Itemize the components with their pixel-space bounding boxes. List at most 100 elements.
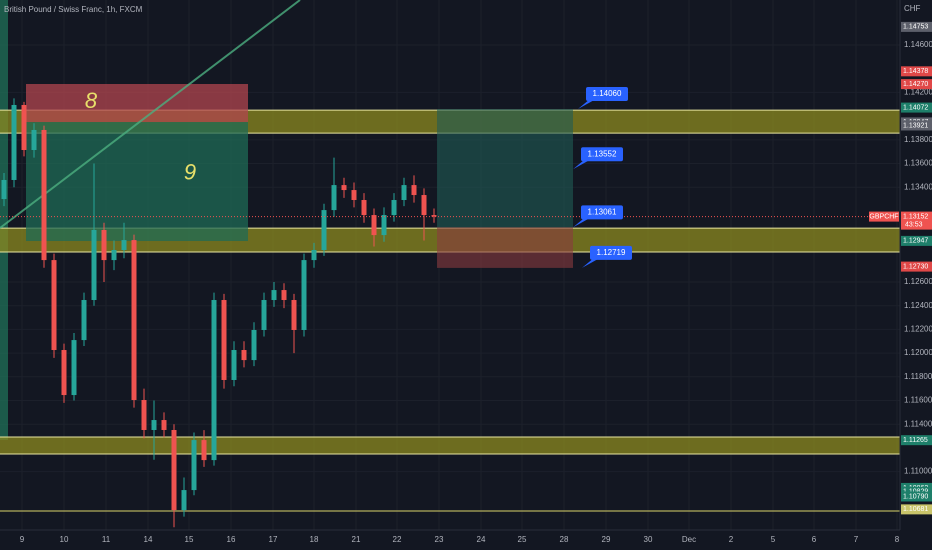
candle-body <box>301 260 307 330</box>
candle-body <box>181 490 187 511</box>
y-tick-label: 1.12600 <box>904 277 932 286</box>
price-badge <box>901 21 932 32</box>
candle-body <box>371 215 377 236</box>
candle-body <box>351 190 357 201</box>
candle-body <box>391 200 397 216</box>
y-tick-label: 1.12400 <box>904 301 932 310</box>
price-badge-label: 1.10681 <box>903 506 928 513</box>
x-tick-label: 6 <box>812 535 817 544</box>
callout-pointer <box>573 159 591 170</box>
candle-body <box>11 104 17 180</box>
x-tick-label: 22 <box>393 535 402 544</box>
candle-body <box>421 195 427 216</box>
x-tick-label: 30 <box>644 535 653 544</box>
candle-body <box>91 229 97 301</box>
candle-body <box>101 229 107 261</box>
price-badge <box>901 79 932 90</box>
x-tick-label: 9 <box>20 535 25 544</box>
candle-body <box>311 250 317 261</box>
y-tick-label: 1.13400 <box>904 182 932 191</box>
callout-pointer <box>573 217 591 228</box>
candle-body <box>61 350 67 396</box>
candle-body <box>161 420 167 430</box>
y-tick-label: 1.14600 <box>904 40 932 49</box>
candle-body <box>411 185 417 196</box>
x-tick-label: 7 <box>854 535 859 544</box>
candle-body <box>271 290 277 301</box>
y-tick-label: 1.13800 <box>904 135 932 144</box>
box <box>26 122 248 242</box>
callout-pointer <box>582 257 600 268</box>
x-tick-label: 29 <box>602 535 611 544</box>
candle-body <box>221 300 227 380</box>
candle-body <box>31 129 37 151</box>
price-badge <box>901 491 932 502</box>
candle-body <box>381 215 387 236</box>
candle-body <box>361 200 367 216</box>
zone <box>0 436 900 455</box>
x-tick-label: 14 <box>144 535 153 544</box>
callout <box>590 245 632 260</box>
candle-body <box>81 300 87 341</box>
y-tick-label: 1.11400 <box>904 419 932 428</box>
price-badge <box>901 235 932 246</box>
candle-body <box>191 440 197 491</box>
x-tick-label: Dec <box>682 535 696 544</box>
price-badge-label: 1.14072 <box>903 104 928 111</box>
price-badge-label: 1.14378 <box>903 68 928 75</box>
candle-body <box>131 240 137 401</box>
price-badge <box>901 66 932 77</box>
callout-label: 1.13552 <box>588 149 617 158</box>
y-tick-label: 1.14200 <box>904 88 932 97</box>
symbol-badge <box>869 211 899 222</box>
x-tick-label: 21 <box>352 535 361 544</box>
current-badge <box>901 211 932 230</box>
x-tick-label: 24 <box>477 535 486 544</box>
price-badge-label: 1.12947 <box>903 238 928 245</box>
candle-body <box>291 300 297 330</box>
x-tick-label: 2 <box>729 535 734 544</box>
x-tick-label: 8 <box>895 535 900 544</box>
candle-body <box>121 240 127 251</box>
x-tick-label: 25 <box>518 535 527 544</box>
candle-body <box>261 300 267 330</box>
left-zone <box>0 0 8 440</box>
y-tick-label: 1.11000 <box>904 467 932 476</box>
price-badge <box>901 102 932 113</box>
box <box>26 84 248 123</box>
chart-title: British Pound / Swiss Franc, 1h, FXCM <box>4 5 143 14</box>
x-tick-label: 15 <box>185 535 194 544</box>
current-price: 1.13152 <box>903 213 928 220</box>
candle-body <box>141 400 147 430</box>
candle-body <box>171 429 177 511</box>
x-tick-label: 17 <box>269 535 278 544</box>
y-tick-label: 1.13600 <box>904 159 932 168</box>
price-badge-label: 1.12730 <box>903 263 928 270</box>
y-tick-label: 1.11800 <box>904 372 932 381</box>
price-badge <box>901 435 932 446</box>
x-tick-label: 28 <box>560 535 569 544</box>
candle-body <box>71 340 77 396</box>
price-badge-label: 1.11265 <box>903 437 928 444</box>
loss-zone <box>437 227 573 268</box>
candle-body <box>211 300 217 461</box>
x-tick-label: 10 <box>60 535 69 544</box>
drawings: 89 <box>0 0 900 528</box>
y-tick-label: 1.12200 <box>904 325 932 334</box>
candle-body <box>321 210 327 251</box>
x-tick-label: 18 <box>310 535 319 544</box>
box-label: 8 <box>85 88 98 113</box>
candle-body <box>231 350 237 380</box>
candle-body <box>201 440 207 461</box>
candle-body <box>251 329 257 361</box>
candle-body <box>241 350 247 361</box>
symbol-label: GBPCHF <box>869 213 898 220</box>
price-badge <box>901 504 932 515</box>
trend-line <box>0 0 301 229</box>
countdown: 43:53 <box>905 221 923 228</box>
x-tick-label: 16 <box>227 535 236 544</box>
x-tick-label: 11 <box>102 535 111 544</box>
candle-body <box>41 129 47 261</box>
candle-body <box>431 215 437 217</box>
